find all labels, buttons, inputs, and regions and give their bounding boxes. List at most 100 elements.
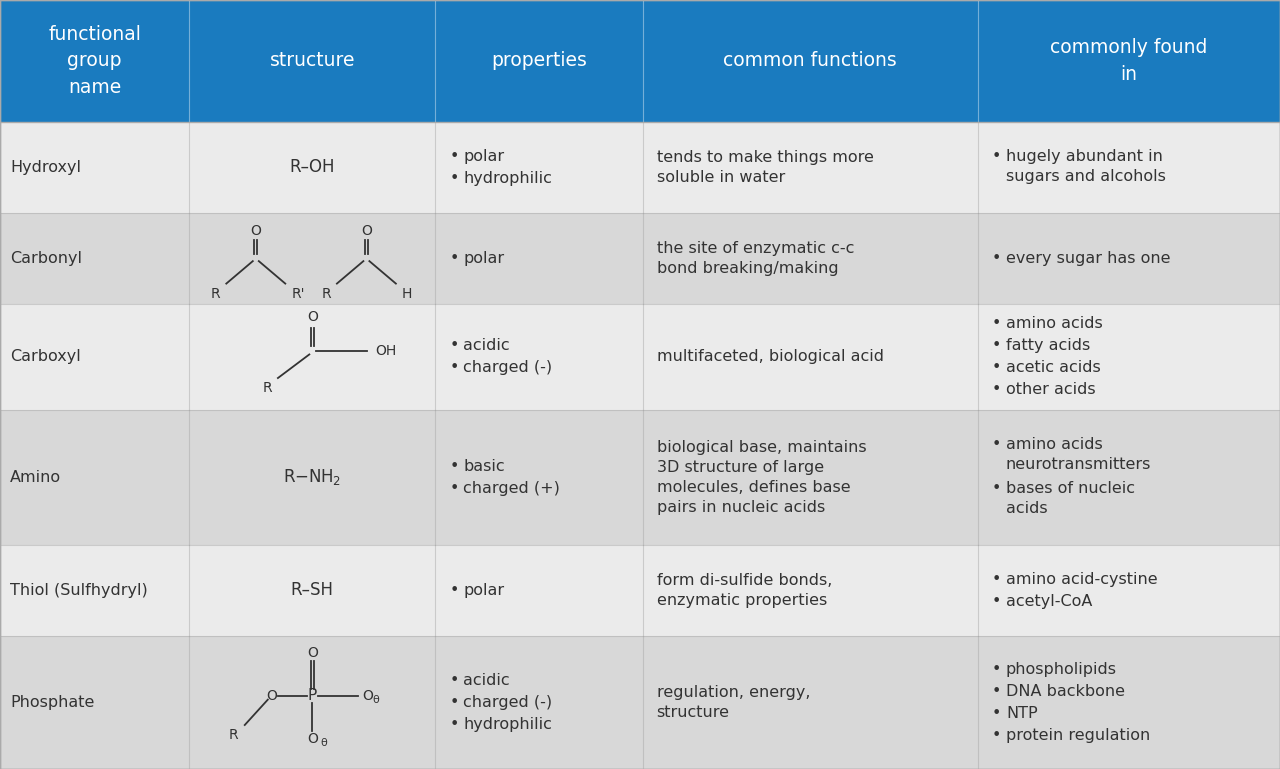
- Text: •: •: [449, 459, 458, 474]
- Bar: [189, 636, 435, 769]
- Text: O: O: [307, 645, 317, 660]
- Text: •: •: [992, 382, 1001, 398]
- Text: Phosphate: Phosphate: [10, 695, 95, 710]
- Text: protein regulation: protein regulation: [1006, 727, 1151, 743]
- Text: basic: basic: [463, 459, 504, 474]
- Bar: [435, 636, 643, 769]
- Text: P: P: [307, 688, 317, 703]
- Text: R: R: [321, 287, 332, 301]
- Text: O: O: [362, 689, 374, 703]
- Text: neurotransmitters: neurotransmitters: [1006, 457, 1151, 471]
- Bar: [189, 304, 435, 410]
- Text: hydrophilic: hydrophilic: [463, 171, 552, 185]
- Text: O: O: [251, 224, 261, 238]
- Bar: [435, 410, 643, 544]
- Text: every sugar has one: every sugar has one: [1006, 251, 1170, 265]
- Text: •: •: [449, 338, 458, 353]
- Text: •: •: [449, 717, 458, 732]
- Bar: [643, 304, 978, 410]
- Text: OH: OH: [375, 345, 397, 358]
- Text: polar: polar: [463, 583, 504, 598]
- Text: charged (-): charged (-): [463, 695, 553, 710]
- Text: structure: structure: [270, 52, 355, 71]
- Text: R: R: [211, 287, 220, 301]
- Text: acetic acids: acetic acids: [1006, 360, 1101, 375]
- Text: •: •: [992, 360, 1001, 375]
- Bar: [643, 122, 978, 213]
- Text: sugars and alcohols: sugars and alcohols: [1006, 168, 1166, 184]
- Bar: [643, 544, 978, 636]
- Text: Hydroxyl: Hydroxyl: [10, 160, 81, 175]
- Text: acetyl-CoA: acetyl-CoA: [1006, 594, 1092, 609]
- Bar: [0, 122, 189, 213]
- Bar: [435, 213, 643, 304]
- Text: amino acids: amino acids: [1006, 316, 1102, 331]
- Bar: [189, 410, 435, 544]
- Bar: [978, 636, 1280, 769]
- Text: fatty acids: fatty acids: [1006, 338, 1091, 353]
- Text: •: •: [449, 360, 458, 375]
- Text: •: •: [992, 684, 1001, 699]
- Text: R–OH: R–OH: [289, 158, 335, 176]
- Text: R$\mathregular{-}$NH$_2$: R$\mathregular{-}$NH$_2$: [283, 468, 342, 488]
- Bar: [643, 0, 978, 122]
- Bar: [643, 410, 978, 544]
- Text: other acids: other acids: [1006, 382, 1096, 398]
- Bar: [643, 213, 978, 304]
- Bar: [189, 122, 435, 213]
- Bar: [978, 0, 1280, 122]
- Text: •: •: [992, 481, 1001, 496]
- Text: •: •: [449, 148, 458, 164]
- Bar: [0, 636, 189, 769]
- Text: •: •: [992, 706, 1001, 721]
- Text: R: R: [229, 728, 239, 742]
- Text: properties: properties: [492, 52, 586, 71]
- Text: polar: polar: [463, 251, 504, 265]
- Text: •: •: [992, 594, 1001, 609]
- Bar: [978, 122, 1280, 213]
- Bar: [435, 122, 643, 213]
- Bar: [0, 0, 189, 122]
- Text: •: •: [992, 338, 1001, 353]
- Text: the site of enzymatic c-c
bond breaking/making: the site of enzymatic c-c bond breaking/…: [657, 241, 854, 275]
- Text: polar: polar: [463, 148, 504, 164]
- Text: •: •: [992, 662, 1001, 677]
- Bar: [643, 636, 978, 769]
- Text: •: •: [449, 673, 458, 687]
- Text: hugely abundant in: hugely abundant in: [1006, 148, 1162, 164]
- Text: O: O: [361, 224, 371, 238]
- Text: commonly found
in: commonly found in: [1051, 38, 1207, 84]
- Text: O: O: [307, 732, 317, 746]
- Bar: [978, 544, 1280, 636]
- Text: functional
group
name: functional group name: [49, 25, 141, 97]
- Text: •: •: [449, 251, 458, 265]
- Text: R–SH: R–SH: [291, 581, 334, 599]
- Text: DNA backbone: DNA backbone: [1006, 684, 1125, 699]
- Text: multifaceted, biological acid: multifaceted, biological acid: [657, 349, 883, 365]
- Text: •: •: [992, 437, 1001, 452]
- Bar: [435, 0, 643, 122]
- Text: •: •: [992, 148, 1001, 164]
- Text: R': R': [292, 287, 305, 301]
- Text: •: •: [449, 583, 458, 598]
- Bar: [978, 410, 1280, 544]
- Bar: [0, 304, 189, 410]
- Bar: [0, 544, 189, 636]
- Text: acids: acids: [1006, 501, 1047, 516]
- Text: form di-sulfide bonds,
enzymatic properties: form di-sulfide bonds, enzymatic propert…: [657, 573, 832, 608]
- Text: •: •: [449, 695, 458, 710]
- Text: acidic: acidic: [463, 673, 509, 687]
- Text: •: •: [449, 171, 458, 185]
- Text: •: •: [992, 727, 1001, 743]
- Text: •: •: [992, 316, 1001, 331]
- Text: Thiol (Sulfhydryl): Thiol (Sulfhydryl): [10, 583, 147, 598]
- Text: hydrophilic: hydrophilic: [463, 717, 552, 732]
- Text: Carbonyl: Carbonyl: [10, 251, 82, 265]
- Text: amino acid-cystine: amino acid-cystine: [1006, 571, 1157, 587]
- Text: θ: θ: [372, 694, 379, 704]
- Bar: [435, 304, 643, 410]
- Text: bases of nucleic: bases of nucleic: [1006, 481, 1135, 496]
- Text: acidic: acidic: [463, 338, 509, 353]
- Text: amino acids: amino acids: [1006, 437, 1102, 452]
- Bar: [189, 0, 435, 122]
